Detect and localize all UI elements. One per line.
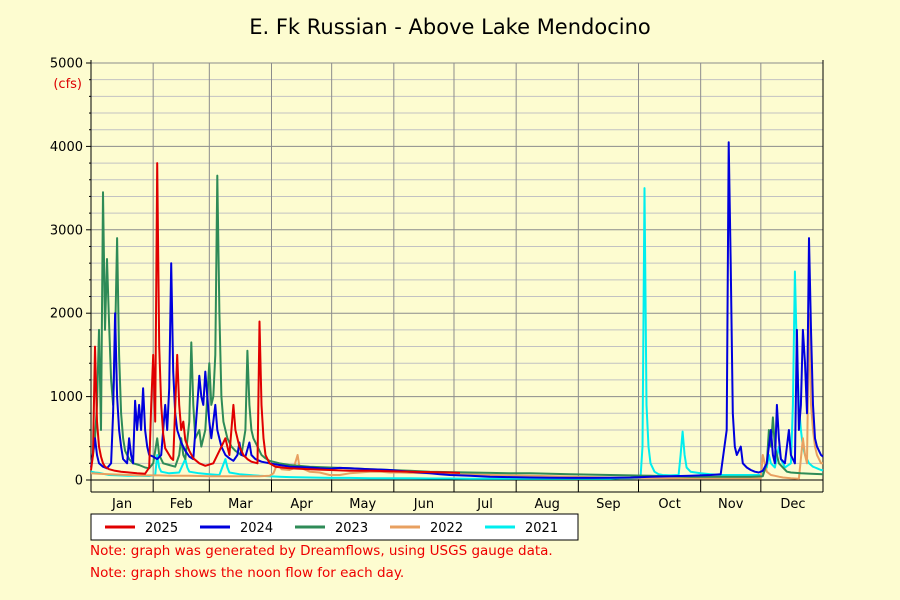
y-tick-label: 4000 <box>50 140 83 155</box>
legend-label-2022: 2022 <box>430 521 463 536</box>
legend-label-2024: 2024 <box>240 521 273 536</box>
x-tick-label: May <box>349 497 376 512</box>
plot-area <box>91 63 823 480</box>
x-tick-label: Apr <box>290 497 313 512</box>
series-lines <box>90 141 824 480</box>
y-tick-label: 1000 <box>50 390 83 405</box>
legend-label-2025: 2025 <box>145 521 178 536</box>
chart-title: E. Fk Russian - Above Lake Mendocino <box>249 15 651 39</box>
x-tick-label: Sep <box>596 497 621 512</box>
x-tick-label: Jul <box>476 497 493 512</box>
x-tick-label: Nov <box>718 497 744 512</box>
legend-label-2023: 2023 <box>335 521 368 536</box>
note-noon-flow: Note: graph shows the noon flow for each… <box>90 565 405 581</box>
axes: 0 1000 2000 3000 4000 5000 Jan Feb Mar Apr May Jun J… <box>50 57 824 512</box>
x-tick-label: Jun <box>413 497 434 512</box>
x-tick-label: Feb <box>170 497 193 512</box>
x-tick-label: Aug <box>535 497 560 512</box>
legend-label-2021: 2021 <box>525 521 558 536</box>
x-tick-label: Jan <box>111 497 132 512</box>
y-axis-label: (cfs) <box>53 77 82 92</box>
y-tick-label: 0 <box>75 474 83 489</box>
grid <box>91 62 823 481</box>
x-tick-label: Oct <box>658 497 680 512</box>
series-line-2024 <box>90 141 824 479</box>
y-tick-label: 2000 <box>50 307 83 322</box>
note-source: Note: graph was generated by Dreamflows,… <box>90 543 553 559</box>
y-tick-label: 3000 <box>50 223 83 238</box>
x-tick-label: Mar <box>228 497 253 512</box>
legend: 2025 2024 2023 2022 2021 <box>90 513 579 541</box>
series-line-2025 <box>90 162 461 475</box>
y-tick-label: 5000 <box>50 57 83 72</box>
x-tick-label: Dec <box>780 497 805 512</box>
